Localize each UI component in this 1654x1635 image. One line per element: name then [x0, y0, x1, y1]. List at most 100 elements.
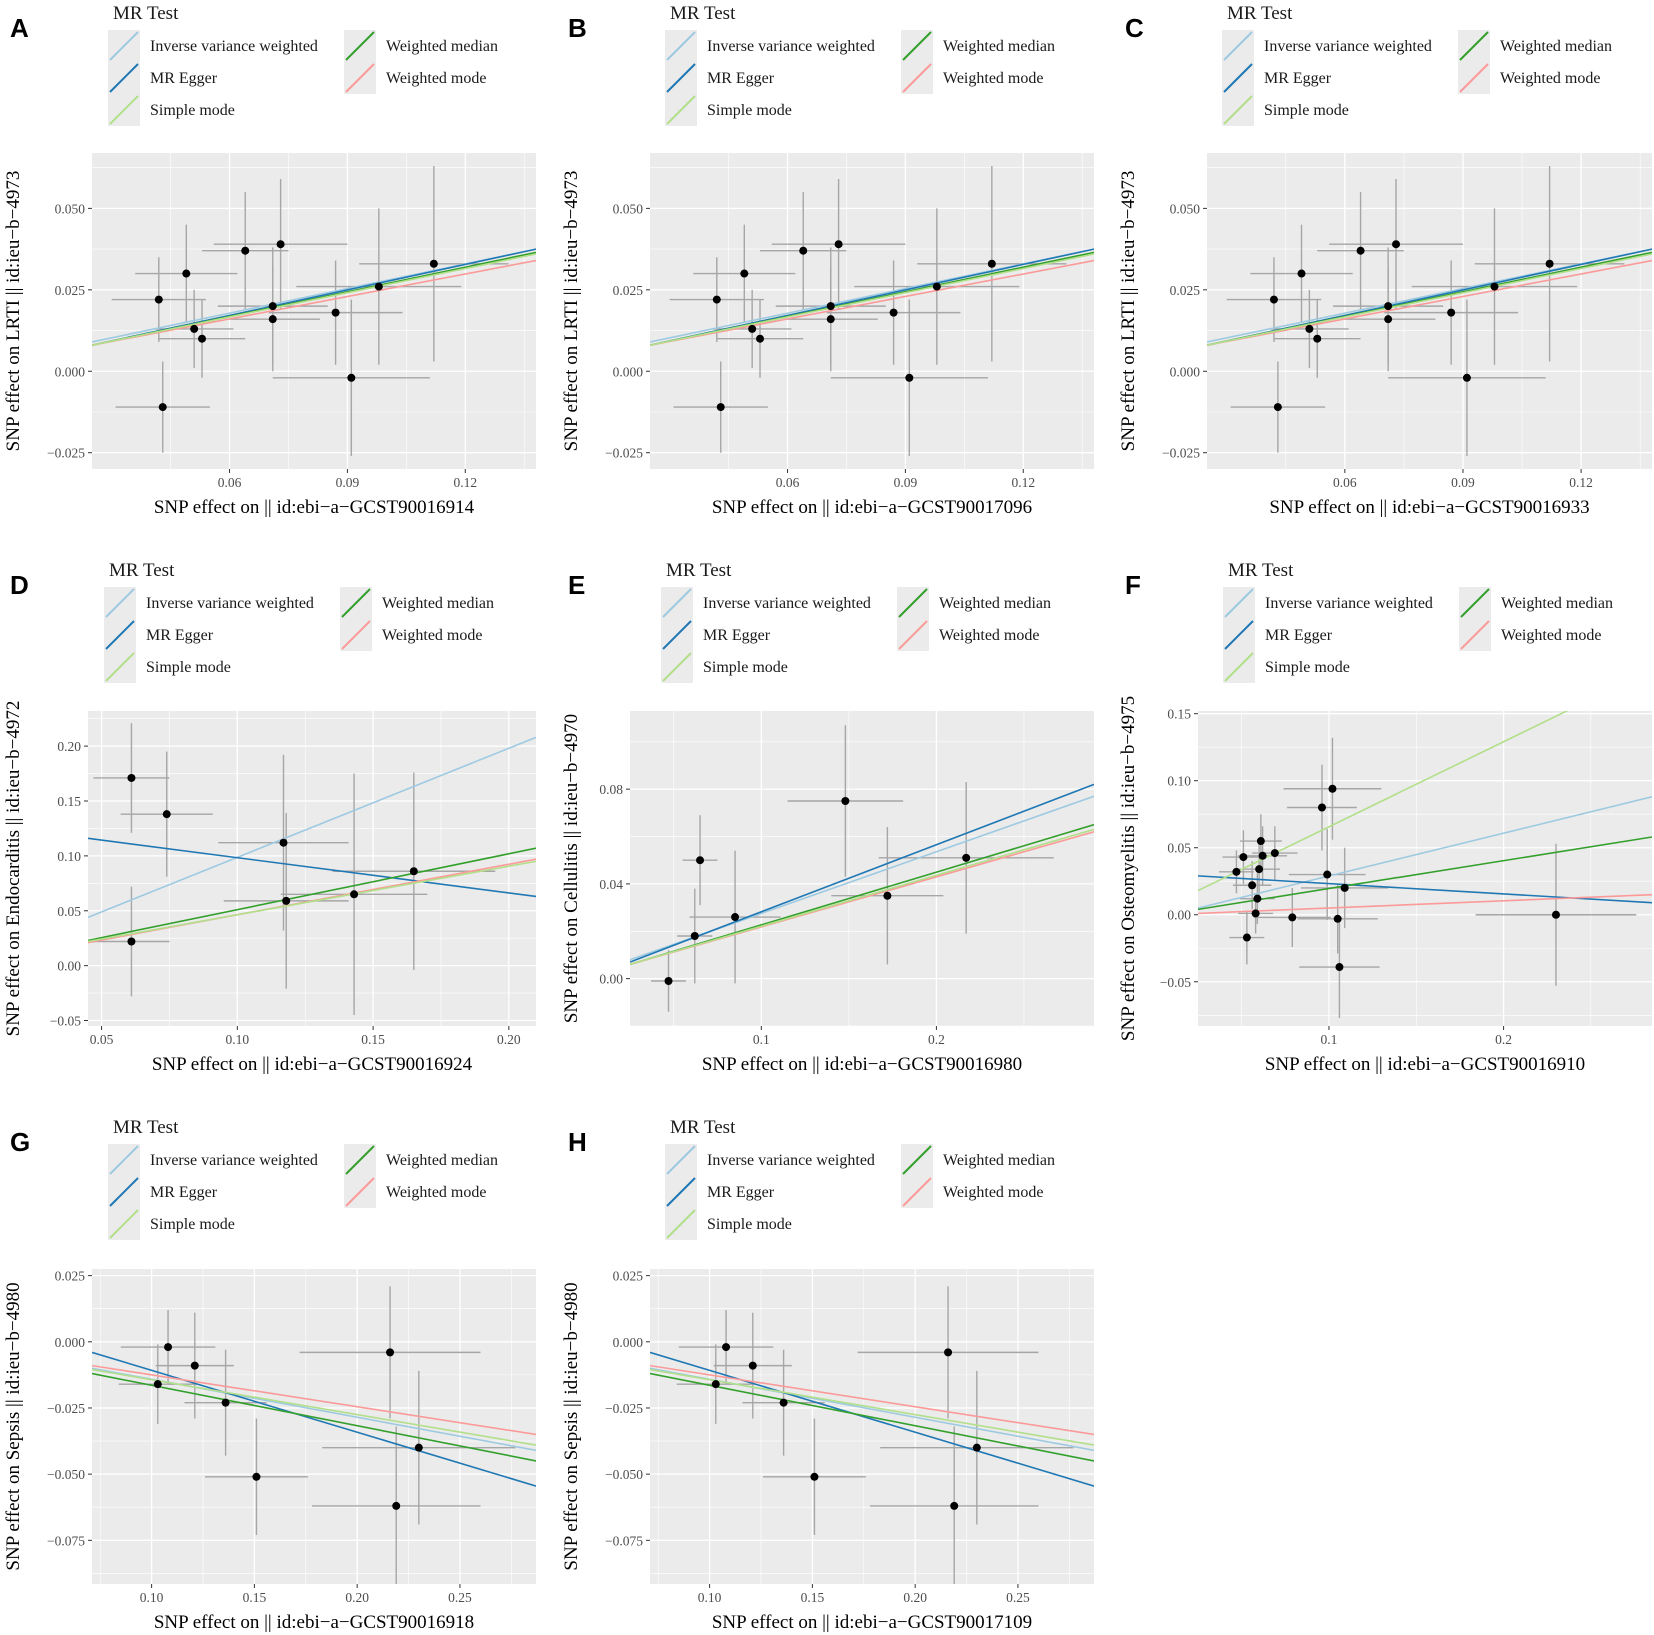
snp-point — [834, 240, 843, 249]
legend-label-egger: MR Egger — [1264, 70, 1332, 87]
snp-point — [722, 1343, 731, 1352]
legend-label-wmode: Weighted mode — [386, 1184, 486, 1201]
y-tick-label: −0.075 — [47, 1533, 85, 1548]
legend: MR Test Inverse variance weighted MR Egger… — [104, 560, 494, 683]
legend-key-line — [105, 588, 135, 618]
panel-letter: D — [10, 570, 29, 600]
y-tick-label: 0.05 — [1167, 841, 1191, 856]
snp-point — [409, 867, 418, 876]
legend-key-line — [1223, 31, 1253, 61]
points — [154, 240, 438, 412]
mr-line-ivw — [88, 736, 536, 919]
y-axis-title: SNP effect on Osteomyelitis || id:ieu−b−… — [1118, 696, 1139, 1041]
y-tick-label: 0.05 — [57, 904, 81, 919]
snp-point — [331, 308, 340, 317]
x-tick-label: 0.20 — [345, 1590, 369, 1605]
legend-key-wmode — [344, 62, 376, 94]
plot-background — [630, 711, 1094, 1026]
legend-key-line — [341, 620, 371, 650]
mr-line-wmode — [650, 1364, 1094, 1436]
legend-key-egger — [108, 62, 140, 94]
mr-line-egger — [92, 1351, 536, 1487]
legend-label-smode: Simple mode — [150, 102, 235, 119]
legend-label-wmode: Weighted mode — [1501, 627, 1601, 644]
snp-point — [1256, 837, 1265, 846]
legend-key-smode — [661, 651, 693, 683]
snp-point — [1340, 883, 1349, 892]
mr-lines — [88, 736, 536, 944]
snp-point — [731, 913, 740, 922]
legend-label-ivw: Inverse variance weighted — [150, 38, 318, 55]
snp-point — [241, 246, 250, 255]
snp-point — [779, 1398, 788, 1407]
snp-point — [932, 282, 941, 291]
snp-point — [268, 315, 277, 324]
x-tick-label: 0.20 — [903, 1590, 927, 1605]
snp-point — [1297, 269, 1306, 278]
legend-label-ivw: Inverse variance weighted — [707, 38, 875, 55]
legend-label-egger: MR Egger — [150, 70, 218, 87]
y-tick-label: 0.00 — [1167, 908, 1191, 923]
x-tick-label: 0.15 — [801, 1590, 825, 1605]
panel-letter: E — [568, 570, 585, 600]
legend-label-ivw: Inverse variance weighted — [1264, 38, 1432, 55]
snp-point — [162, 810, 171, 819]
legend-key-smode — [665, 94, 697, 126]
mr-line-wmode — [92, 1364, 536, 1436]
panel-g: G MR Test Inverse variance weighted MR Egge… — [3, 1117, 536, 1633]
x-tick-label: 0.10 — [140, 1590, 164, 1605]
legend-key-egger — [1222, 62, 1254, 94]
panel-letter: H — [568, 1127, 587, 1157]
y-axis-title: SNP effect on LRTI || id:ieu−b−4973 — [561, 171, 582, 452]
x-tick-label: 0.2 — [928, 1032, 945, 1047]
legend-label-wmed: Weighted median — [943, 1152, 1055, 1169]
snp-point — [1462, 373, 1471, 382]
legend-key-line — [898, 588, 928, 618]
legend-label-egger: MR Egger — [703, 627, 771, 644]
snp-point — [127, 773, 136, 782]
legend-key-line — [898, 620, 928, 650]
mr-line-wmode — [650, 259, 1094, 346]
legend-label-smode: Simple mode — [150, 1216, 235, 1233]
x-axis-title: SNP effect on || id:ebi−a−GCST90016933 — [1269, 497, 1589, 518]
snp-point — [1317, 803, 1326, 812]
legend-key-line — [109, 31, 139, 61]
snp-point — [1384, 302, 1393, 311]
legend: MR Test Inverse variance weighted MR Egger… — [665, 3, 1055, 126]
x-tick-label: 0.12 — [1011, 475, 1035, 490]
snp-point — [1392, 240, 1401, 249]
legend-title: MR Test — [666, 560, 732, 581]
snp-point — [972, 1443, 981, 1452]
y-tick-label: −0.025 — [47, 1401, 85, 1416]
y-tick-label: 0.20 — [57, 739, 81, 754]
y-tick-label: −0.025 — [1162, 446, 1200, 461]
legend-title: MR Test — [1227, 3, 1293, 24]
x-tick-label: 0.09 — [336, 475, 360, 490]
mr-line-ivw — [1198, 796, 1652, 909]
legend-key-line — [1224, 620, 1254, 650]
panel-c: C MR Test Inverse variance weighted MR Egge… — [1118, 3, 1652, 518]
grid — [88, 711, 536, 1026]
snp-point — [1232, 867, 1241, 876]
y-tick-label: 0.08 — [599, 782, 623, 797]
y-tick-label: −0.025 — [605, 1401, 643, 1416]
mr-line-wmode — [1198, 893, 1652, 915]
legend-label-egger: MR Egger — [707, 70, 775, 87]
snp-point — [154, 295, 163, 304]
snp-point — [276, 240, 285, 249]
mr-line-wmode — [92, 259, 536, 346]
legend-key-wmed — [897, 587, 929, 619]
x-tick-label: 0.09 — [894, 475, 918, 490]
mr-lines — [650, 248, 1094, 346]
panel-b: B MR Test Inverse variance weighted MR Egge… — [561, 3, 1094, 518]
x-tick-label: 0.12 — [453, 475, 477, 490]
legend-key-line — [902, 1177, 932, 1207]
legend-key-line — [1459, 63, 1489, 93]
snp-point — [1255, 865, 1264, 874]
snp-point — [1490, 282, 1499, 291]
snp-point — [1273, 403, 1282, 412]
y-axis-title: SNP effect on LRTI || id:ieu−b−4973 — [1118, 171, 1139, 452]
x-tick-label: 0.15 — [243, 1590, 267, 1605]
mr-line-wmode — [1207, 259, 1652, 346]
legend-key-line — [662, 620, 692, 650]
